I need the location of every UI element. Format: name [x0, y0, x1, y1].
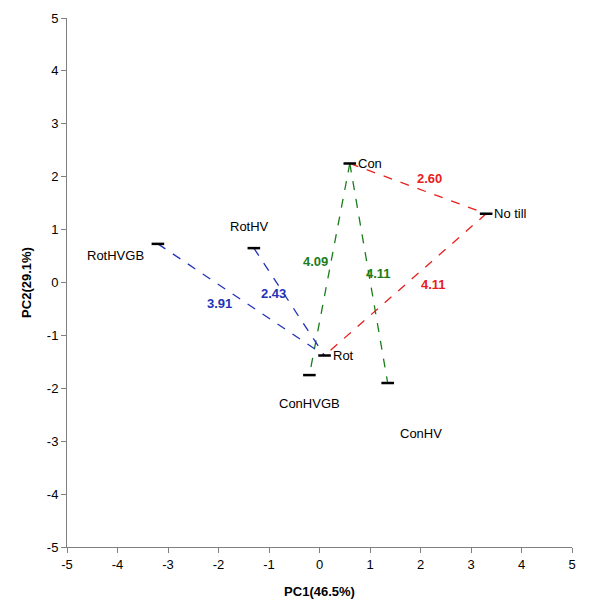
svg-text:4.11: 4.11	[421, 277, 446, 292]
svg-text:4: 4	[518, 557, 525, 572]
svg-text:3.91: 3.91	[207, 296, 232, 311]
svg-text:2.60: 2.60	[417, 171, 442, 186]
svg-text:-3: -3	[47, 434, 59, 449]
svg-text:3: 3	[467, 557, 474, 572]
svg-text:PC1(46.5%): PC1(46.5%)	[284, 584, 355, 599]
svg-text:1: 1	[366, 557, 373, 572]
svg-text:ConHV: ConHV	[400, 426, 442, 441]
svg-text:ConHVGB: ConHVGB	[279, 396, 340, 411]
svg-text:No till: No till	[494, 206, 527, 221]
svg-text:0: 0	[316, 557, 323, 572]
svg-text:-4: -4	[112, 557, 124, 572]
svg-text:4.11: 4.11	[366, 266, 391, 281]
svg-text:4.09: 4.09	[303, 254, 328, 269]
svg-text:4: 4	[51, 63, 58, 78]
svg-text:2: 2	[417, 557, 424, 572]
svg-text:2: 2	[51, 169, 58, 184]
svg-text:5: 5	[51, 11, 58, 26]
svg-text:2.43: 2.43	[261, 286, 286, 301]
svg-text:RotHV: RotHV	[230, 219, 269, 234]
svg-text:Con: Con	[358, 156, 382, 171]
svg-text:-4: -4	[47, 487, 59, 502]
svg-text:-2: -2	[213, 557, 225, 572]
svg-text:-2: -2	[47, 381, 59, 396]
svg-text:0: 0	[51, 275, 58, 290]
svg-text:5: 5	[568, 557, 575, 572]
svg-text:Rot: Rot	[333, 348, 354, 363]
svg-text:PC2(29.1%): PC2(29.1%)	[19, 247, 34, 318]
svg-text:-5: -5	[47, 540, 59, 555]
svg-text:3: 3	[51, 116, 58, 131]
svg-text:-1: -1	[263, 557, 275, 572]
svg-text:-1: -1	[47, 328, 59, 343]
svg-text:-3: -3	[162, 557, 174, 572]
svg-text:1: 1	[51, 222, 58, 237]
svg-text:-5: -5	[61, 557, 73, 572]
svg-text:RotHVGB: RotHVGB	[87, 248, 144, 263]
